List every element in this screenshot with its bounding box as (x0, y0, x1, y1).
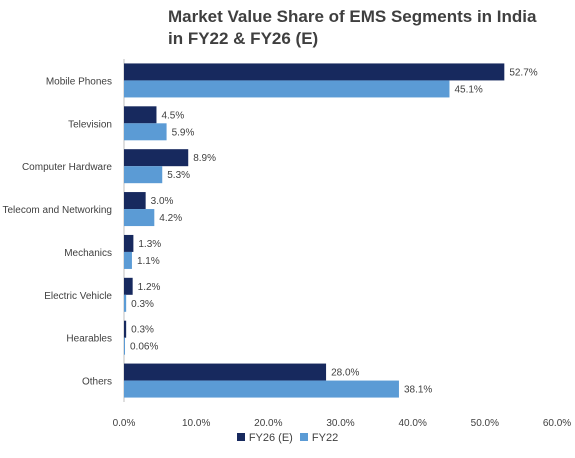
bar-fy26-e-others (124, 363, 327, 381)
chart-legend: FY26 (E) FY22 (0, 432, 575, 444)
data-label-fy26-e-mechanics: 1.3% (138, 239, 161, 250)
bar-fy22-others (124, 380, 399, 398)
category-label-hearables: Hearables (66, 334, 112, 345)
x-tick-label: 10.0% (182, 418, 210, 429)
bar-fy26-e-television (124, 106, 157, 124)
bar-fy26-e-mechanics (124, 234, 134, 252)
category-label-computer-hardware: Computer Hardware (22, 162, 112, 173)
category-label-telecom-and-networking: Telecom and Networking (3, 205, 113, 216)
category-label-mobile-phones: Mobile Phones (46, 76, 112, 87)
x-tick-label: 40.0% (398, 418, 426, 429)
bar-fy22-telecom-and-networking (124, 209, 155, 227)
data-label-fy22-telecom-and-networking: 4.2% (159, 213, 182, 224)
chart-title-line-2: in FY22 & FY26 (E) (168, 29, 319, 48)
bar-fy22-electric-vehicle (124, 294, 127, 312)
data-label-fy22-mobile-phones: 45.1% (454, 84, 482, 95)
data-label-fy26-e-others: 28.0% (331, 368, 359, 379)
legend-label-fy22: FY22 (311, 432, 339, 444)
chart-title-line-1: Market Value Share of EMS Segments in In… (168, 7, 537, 26)
category-label-electric-vehicle: Electric Vehicle (44, 291, 112, 302)
data-label-fy26-e-mobile-phones: 52.7% (509, 67, 537, 78)
category-label-others: Others (82, 377, 112, 388)
legend-swatch-fy26 (236, 433, 245, 441)
chart-title: Market Value Share of EMS Segments in In… (168, 6, 548, 50)
x-tick-label: 50.0% (471, 418, 499, 429)
bar-fy22-mechanics (124, 251, 132, 269)
data-label-fy22-television: 5.9% (172, 127, 195, 138)
data-label-fy26-e-telecom-and-networking: 3.0% (151, 196, 174, 207)
legend-label-fy26: FY26 (E) (248, 432, 293, 444)
bar-fy26-e-computer-hardware (124, 149, 189, 167)
data-label-fy22-computer-hardware: 5.3% (167, 170, 190, 181)
bar-fy26-e-telecom-and-networking (124, 192, 146, 210)
data-label-fy22-electric-vehicle: 0.3% (131, 299, 154, 310)
legend-item-fy26: FY26 (E) (236, 432, 293, 444)
legend-item-fy22: FY22 (299, 432, 339, 444)
data-label-fy26-e-hearables: 0.3% (131, 325, 154, 336)
data-label-fy22-others: 38.1% (404, 385, 432, 396)
data-label-fy22-mechanics: 1.1% (137, 256, 160, 267)
bar-fy22-hearables (124, 337, 125, 355)
bar-fy22-computer-hardware (124, 166, 163, 184)
category-label-mechanics: Mechanics (64, 248, 112, 259)
x-tick-label: 60.0% (543, 418, 571, 429)
category-label-television: Television (68, 119, 112, 130)
bar-fy26-e-electric-vehicle (124, 277, 133, 295)
x-tick-label: 30.0% (326, 418, 354, 429)
x-tick-label: 0.0% (113, 418, 136, 429)
x-tick-label: 20.0% (254, 418, 282, 429)
legend-swatch-fy22 (299, 433, 308, 441)
bar-fy22-mobile-phones (124, 80, 450, 98)
bar-fy26-e-mobile-phones (124, 63, 505, 81)
bar-fy26-e-hearables (124, 320, 127, 338)
data-label-fy22-hearables: 0.06% (130, 342, 158, 353)
data-label-fy26-e-electric-vehicle: 1.2% (138, 282, 161, 293)
data-label-fy26-e-television: 4.5% (161, 110, 184, 121)
bar-fy22-television (124, 123, 167, 141)
data-label-fy26-e-computer-hardware: 8.9% (193, 153, 216, 164)
